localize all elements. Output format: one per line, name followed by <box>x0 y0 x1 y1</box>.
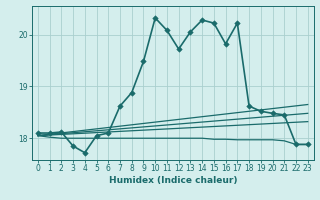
X-axis label: Humidex (Indice chaleur): Humidex (Indice chaleur) <box>108 176 237 185</box>
